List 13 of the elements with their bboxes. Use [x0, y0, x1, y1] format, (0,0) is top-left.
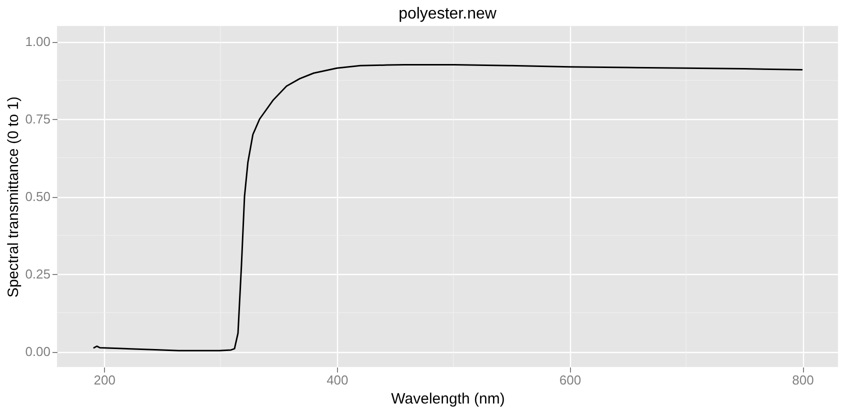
x-tick-label: 400	[326, 372, 348, 388]
x-tick-label: 200	[94, 372, 116, 388]
x-tick-label: 600	[559, 372, 582, 388]
chart-title: polyester.new	[398, 6, 497, 23]
y-tick-label: 0.00	[25, 344, 50, 359]
x-tick-label: 800	[792, 372, 814, 388]
y-tick-label: 0.25	[25, 266, 50, 282]
y-tick-label: 1.00	[25, 34, 50, 49]
y-tick-label: 0.50	[25, 189, 50, 204]
y-tick-label: 0.75	[25, 112, 50, 126]
line-series	[92, 64, 804, 352]
x-axis-title: Wavelength (nm)	[391, 390, 505, 408]
y-axis-title: Spectral transmittance (0 to 1)	[5, 96, 22, 298]
